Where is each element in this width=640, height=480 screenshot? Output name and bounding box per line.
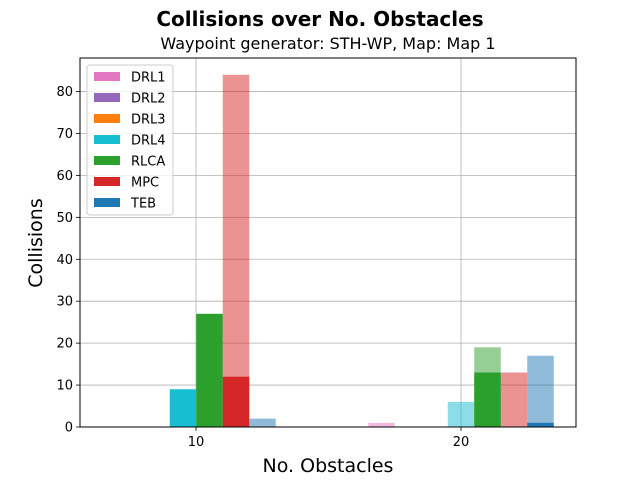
plot-frame — [79, 57, 577, 428]
bar-solid-mpc-10 — [222, 376, 250, 427]
y-axis-label: Collisions — [25, 198, 47, 287]
legend-swatch-rlca — [94, 156, 120, 165]
y-tick-label: 60 — [56, 169, 73, 184]
x-tick-label: 10 — [188, 435, 205, 450]
bar-teb-20 — [527, 355, 554, 427]
bar-teb-10 — [249, 418, 276, 427]
bar-mpc-20 — [500, 372, 528, 427]
bars-layer — [169, 74, 554, 427]
y-tick-label: 20 — [56, 337, 73, 352]
bar-rlca-10 — [196, 313, 223, 427]
legend: DRL1 DRL2 DRL3 DRL4 RLCA MPC TEB — [86, 64, 174, 216]
y-tick-label: 30 — [56, 295, 73, 310]
chart-title: Collisions over No. Obstacles — [156, 7, 483, 31]
y-tick-label: 0 — [65, 421, 73, 436]
y-tick-label: 80 — [56, 85, 73, 100]
legend-label-drl1: DRL1 — [131, 71, 166, 86]
bar-drl4-10 — [169, 389, 197, 427]
legend-label-drl2: DRL2 — [131, 92, 166, 107]
legend-swatch-drl3 — [94, 114, 120, 123]
legend-swatch-mpc — [94, 177, 120, 186]
bar-solid-teb-20 — [527, 422, 554, 427]
x-tick-label: 20 — [453, 435, 470, 450]
y-tick-label: 50 — [56, 211, 73, 226]
chart-subtitle: Waypoint generator: STH-WP, Map: Map 1 — [160, 34, 495, 53]
legend-label-teb: TEB — [130, 197, 156, 212]
y-tick-label: 40 — [56, 253, 73, 268]
bar-drl1-20 — [368, 422, 395, 427]
ticks-layer: 0 10 20 30 40 50 60 70 80 10 20 — [56, 85, 469, 450]
bar-mpc-10 — [222, 74, 250, 427]
bar-drl4-20 — [447, 401, 475, 427]
x-axis-label: No. Obstacles — [263, 455, 394, 477]
legend-swatch-drl1 — [94, 72, 120, 81]
legend-label-drl4: DRL4 — [131, 134, 166, 149]
bar-solid-rlca-20 — [474, 372, 501, 427]
legend-label-drl3: DRL3 — [131, 113, 166, 128]
legend-label-mpc: MPC — [131, 176, 159, 191]
y-tick-label: 10 — [56, 379, 73, 394]
y-tick-label: 70 — [56, 127, 73, 142]
legend-swatch-drl4 — [94, 135, 120, 144]
legend-label-rlca: RLCA — [131, 155, 165, 170]
legend-swatch-drl2 — [94, 93, 120, 102]
legend-swatch-teb — [94, 198, 120, 207]
